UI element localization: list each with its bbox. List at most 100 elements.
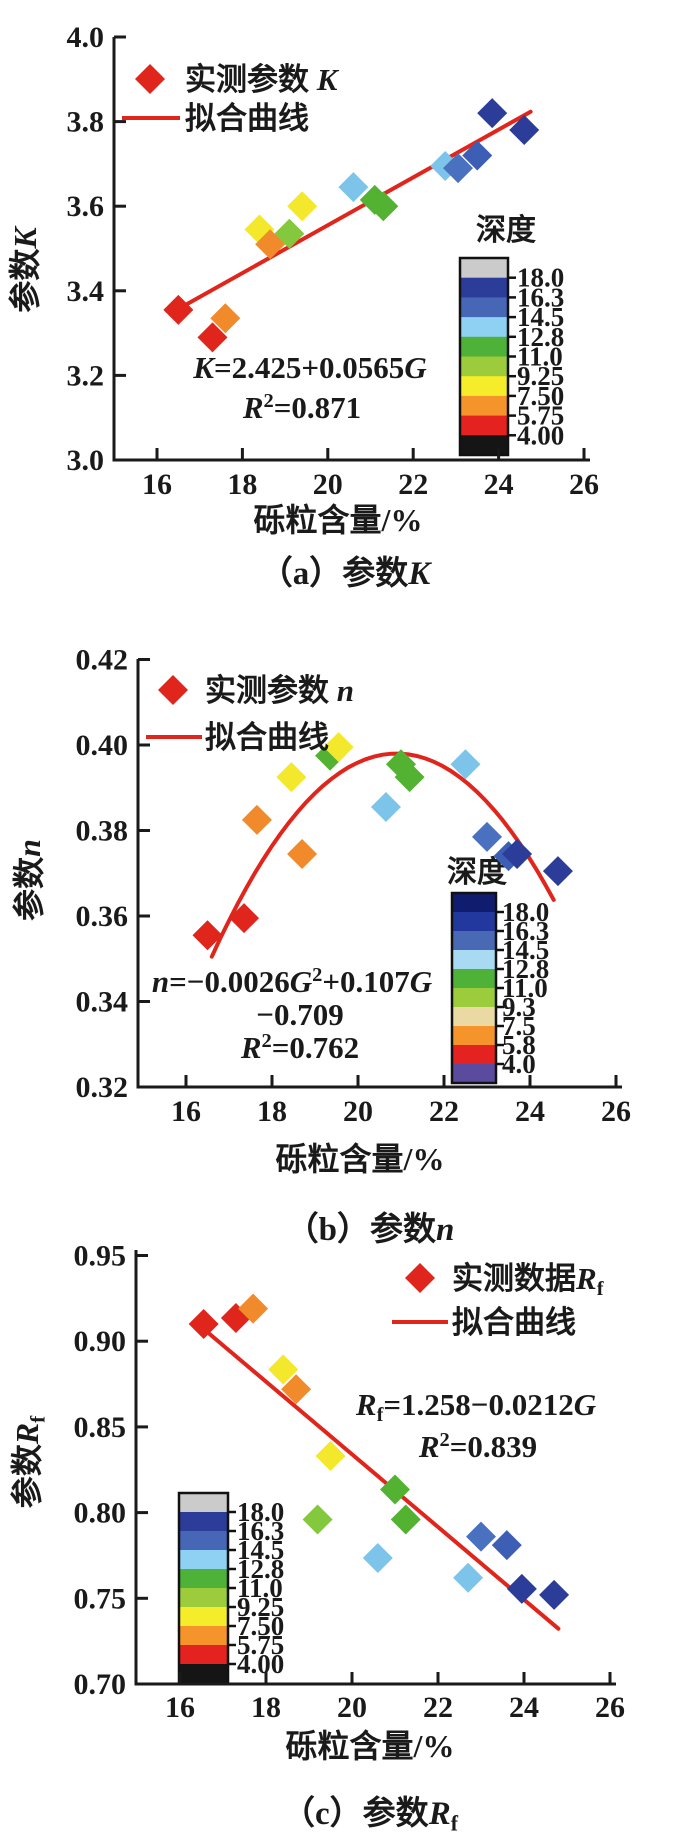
data-point	[287, 839, 318, 870]
y-tick-label: 3.2	[67, 359, 105, 392]
colorbar-segment	[452, 969, 496, 989]
y-tick-label: 0.80	[74, 1497, 127, 1530]
y-tick-label: 0.42	[76, 644, 129, 677]
colorbar-label: 12.8	[502, 954, 549, 984]
y-tick-label: 3.8	[67, 106, 105, 139]
data-point	[302, 1504, 333, 1535]
x-tick-label: 26	[595, 1691, 625, 1724]
x-tick-label: 20	[343, 1095, 373, 1128]
colorbar-segment	[452, 931, 496, 951]
colorbar-segment	[460, 297, 508, 318]
y-tick-label: 0.38	[76, 815, 129, 848]
data-point	[506, 1573, 537, 1604]
data-point	[542, 856, 573, 887]
data-point	[241, 804, 272, 835]
colorbar-segment	[460, 415, 508, 436]
data-point	[238, 1293, 269, 1324]
legend: 实测参数 n 拟合曲线	[146, 673, 354, 755]
legend: 实测参数 K 拟合曲线	[122, 62, 340, 136]
colorbar-title: 深度	[476, 214, 536, 247]
data-point	[163, 294, 194, 325]
data-point	[287, 191, 318, 222]
data-point	[229, 903, 260, 934]
x-tick-label: 22	[423, 1691, 453, 1724]
x-tick-label: 22	[398, 468, 428, 501]
y-tick-label: 3.6	[67, 190, 105, 223]
x-tick-label: 24	[515, 1095, 545, 1128]
y-tick-label: 0.36	[76, 900, 129, 933]
panel-caption: （c）参数Rf	[282, 1795, 459, 1836]
colorbar-segment	[460, 258, 508, 279]
colorbar-segment	[179, 1645, 228, 1665]
legend-label: 实测参数 n	[205, 673, 354, 708]
colorbar-label: 12.8	[237, 1554, 284, 1584]
panel-caption: （a）参数K	[260, 555, 433, 592]
equation-text: K=2.425+0.0565G	[192, 350, 427, 385]
x-tick-label: 16	[142, 468, 172, 501]
y-tick-label: 0.75	[74, 1582, 127, 1615]
colorbar-segment	[452, 912, 496, 932]
colorbar-label: 9.25	[517, 361, 564, 391]
data-point	[380, 1474, 410, 1505]
colorbar-label: 18.0	[517, 263, 564, 293]
colorbar-label: 16.3	[237, 1516, 284, 1546]
x-axis-title: 砾粒含量/%	[254, 502, 423, 538]
data-point	[362, 1543, 393, 1574]
x-tick-label: 20	[337, 1691, 367, 1724]
x-tick-label: 18	[227, 468, 257, 501]
y-tick-label: 0.95	[74, 1240, 127, 1273]
y-tick-label: 0.70	[74, 1668, 127, 1701]
equation-text: −0.709	[256, 997, 343, 1032]
data-point	[453, 1562, 484, 1593]
y-tick-label: 0.34	[76, 986, 129, 1019]
colorbar-label: 11.0	[502, 973, 548, 1003]
colorbar-label: 11.0	[237, 1573, 283, 1603]
x-tick-label: 18	[257, 1095, 287, 1128]
colorbar-segment	[460, 277, 508, 298]
colorbar-label: 14.5	[502, 935, 549, 965]
y-tick-label: 0.40	[76, 729, 129, 762]
panel-b: 18.016.314.512.811.09.37.55.84.0 深度 16 18 20…	[11, 644, 631, 1249]
x-tick-label: 16	[171, 1095, 201, 1128]
colorbar-segment	[179, 1664, 228, 1684]
x-axis-title: 砾粒含量/%	[286, 1728, 455, 1764]
colorbar-label: 9.25	[237, 1592, 284, 1622]
y-axis-title: 参数K	[7, 225, 43, 313]
legend-label: 拟合曲线	[205, 720, 329, 755]
colorbar-title: 深度	[447, 856, 507, 889]
colorbar-segment	[452, 1026, 496, 1046]
y-tick-label: 4.0	[67, 21, 105, 54]
colorbar-label: 18.0	[502, 897, 549, 927]
data-point	[450, 749, 481, 780]
colorbar-label: 5.8	[502, 1030, 536, 1060]
colorbar-segment	[452, 988, 496, 1008]
data-point	[315, 1441, 346, 1472]
data-point	[338, 172, 369, 203]
colorbar-segment	[179, 1512, 228, 1532]
colorbar-label: 5.75	[517, 401, 564, 431]
data-point	[502, 839, 533, 870]
data-point	[192, 920, 223, 951]
colorbar-label: 7.5	[502, 1011, 536, 1041]
equation-text: R2=0.762	[240, 1030, 359, 1065]
colorbar-segment	[179, 1550, 228, 1570]
x-tick-label: 24	[484, 468, 514, 501]
data-point	[477, 98, 508, 129]
colorbar-segment	[452, 1045, 496, 1065]
fit-line	[209, 751, 556, 959]
colorbar-label: 7.50	[517, 381, 564, 411]
x-tick-label: 24	[509, 1691, 539, 1724]
x-tick-label: 26	[601, 1095, 631, 1128]
data-point	[274, 218, 305, 249]
y-tick-label: 0.85	[74, 1411, 127, 1444]
fit-line	[201, 1327, 561, 1631]
x-tick-label: 16	[165, 1691, 195, 1724]
colorbar-label: 9.3	[502, 992, 536, 1022]
colorbar-segment	[460, 395, 508, 417]
data-point	[466, 1521, 496, 1552]
depth-colorbar: 18.016.314.512.811.09.257.505.754.00	[177, 1491, 284, 1685]
y-tick-label: 0.32	[76, 1071, 129, 1104]
legend: 实测数据Rf 拟合曲线	[392, 1261, 604, 1340]
